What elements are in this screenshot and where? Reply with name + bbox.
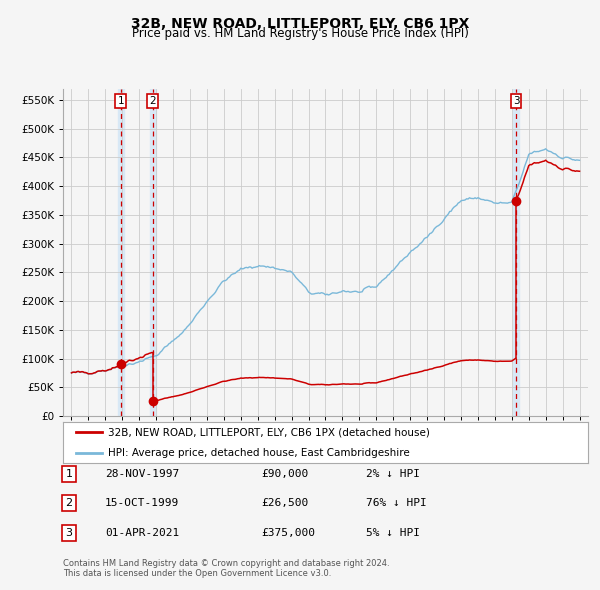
Bar (513, 88, 519, 416)
Text: HPI: Average price, detached house, East Cambridgeshire: HPI: Average price, detached house, East… (107, 448, 409, 458)
Text: £26,500: £26,500 (261, 499, 308, 508)
Bar (118, 88, 124, 416)
Text: 3: 3 (65, 528, 73, 537)
Text: 1: 1 (65, 469, 73, 478)
Text: 3: 3 (513, 96, 520, 106)
Text: 32B, NEW ROAD, LITTLEPORT, ELY, CB6 1PX (detached house): 32B, NEW ROAD, LITTLEPORT, ELY, CB6 1PX … (107, 427, 430, 437)
Text: Contains HM Land Registry data © Crown copyright and database right 2024.: Contains HM Land Registry data © Crown c… (63, 559, 389, 568)
Text: 76% ↓ HPI: 76% ↓ HPI (366, 499, 427, 508)
Text: Price paid vs. HM Land Registry's House Price Index (HPI): Price paid vs. HM Land Registry's House … (131, 27, 469, 40)
Text: 28-NOV-1997: 28-NOV-1997 (105, 469, 179, 478)
Text: 2: 2 (65, 499, 73, 508)
Text: 1: 1 (118, 96, 124, 106)
Text: £90,000: £90,000 (261, 469, 308, 478)
Text: 01-APR-2021: 01-APR-2021 (105, 528, 179, 537)
Bar (149, 88, 155, 416)
Text: 2: 2 (149, 96, 156, 106)
Text: This data is licensed under the Open Government Licence v3.0.: This data is licensed under the Open Gov… (63, 569, 331, 578)
Text: £375,000: £375,000 (261, 528, 315, 537)
Text: 32B, NEW ROAD, LITTLEPORT, ELY, CB6 1PX: 32B, NEW ROAD, LITTLEPORT, ELY, CB6 1PX (131, 17, 469, 31)
Text: 15-OCT-1999: 15-OCT-1999 (105, 499, 179, 508)
Text: 5% ↓ HPI: 5% ↓ HPI (366, 528, 420, 537)
Text: 2% ↓ HPI: 2% ↓ HPI (366, 469, 420, 478)
